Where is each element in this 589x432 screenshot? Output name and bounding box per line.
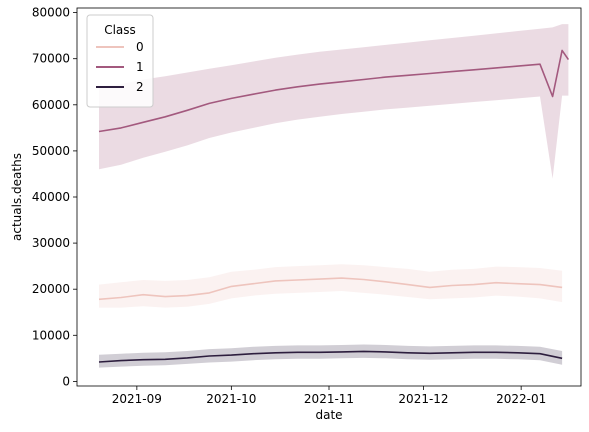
x-axis-label: date	[315, 408, 342, 422]
y-tick-label: 40000	[32, 190, 70, 204]
line-series-2	[98, 350, 563, 363]
band-series-0	[99, 264, 563, 308]
line-series-0	[98, 277, 563, 301]
x-tick-label: 2021-10	[206, 392, 256, 406]
band-series-2	[99, 344, 563, 368]
x-tick-label: 2021-11	[304, 392, 354, 406]
y-tick-label: 80000	[32, 6, 70, 20]
x-tick-label: 2021-09	[112, 392, 162, 406]
x-axis-ticks: 2021-09 2021-10 2021-11 2021-12 2022-01	[112, 386, 546, 406]
series-lines	[98, 49, 570, 363]
y-axis-ticks: 0 10000 20000 30000 40000 50000 60000 70000 8000…	[32, 6, 77, 388]
y-tick-label: 50000	[32, 144, 70, 158]
legend-items: 0 1 2	[96, 40, 144, 94]
legend-box	[86, 14, 154, 108]
y-tick-label: 60000	[32, 98, 70, 112]
legend: Class 0 1 2	[86, 14, 154, 108]
y-tick-label: 0	[62, 374, 70, 388]
legend-title: Class	[104, 23, 136, 37]
y-tick-label: 30000	[32, 236, 70, 250]
line-series-1	[98, 49, 570, 133]
confidence-bands	[99, 24, 569, 368]
y-axis-label: actuals.deaths	[10, 153, 24, 241]
band-series-1	[99, 24, 569, 179]
x-tick-label: 2021-12	[398, 392, 448, 406]
legend-label-0: 0	[136, 40, 144, 54]
y-tick-label: 20000	[32, 282, 70, 296]
legend-label-1: 1	[136, 60, 144, 74]
y-tick-label: 10000	[32, 328, 70, 342]
y-tick-label: 70000	[32, 52, 70, 66]
x-tick-label: 2022-01	[496, 392, 546, 406]
legend-label-2: 2	[136, 80, 144, 94]
